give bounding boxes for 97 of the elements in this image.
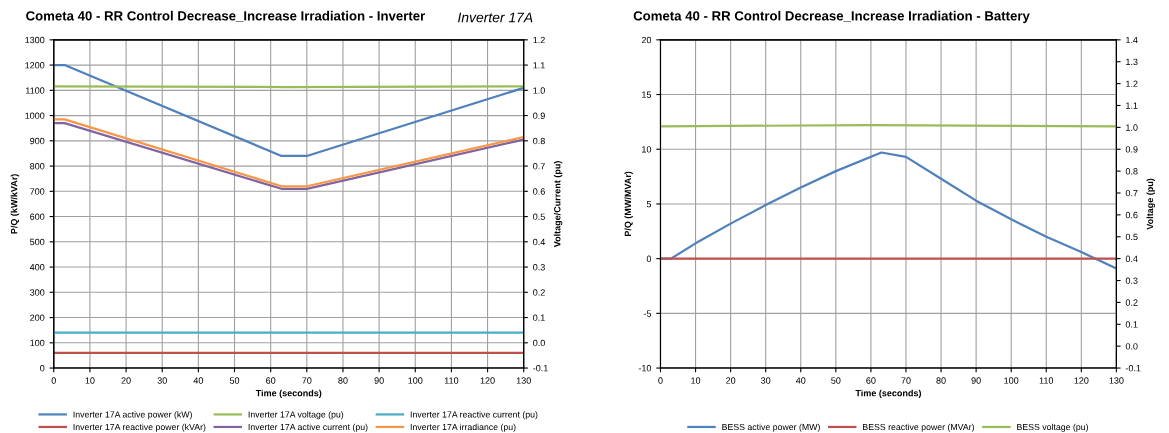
y2-axis-title: Voltage (pu) [1146, 178, 1155, 230]
y2-tick-label: 1.1 [1126, 102, 1138, 109]
y2-tick-label: 1.2 [1126, 80, 1138, 87]
y2-tick-label: 0.7 [533, 163, 545, 170]
y2-tick-label: 0.6 [533, 188, 545, 195]
x-tick-label: 40 [193, 377, 204, 384]
x-tick-label: 20 [121, 377, 131, 384]
chart-title: Cometa 40 - RR Control Decrease_Increase Irradiation - Inverter [26, 10, 426, 22]
x-tick-label: 130 [516, 377, 531, 384]
y2-tick-label: 0.1 [533, 314, 545, 321]
chart-title: Cometa 40 - RR Control Decrease_Increase Irradiation - Battery [633, 10, 1030, 24]
legend-label: Inverter 17A irradiance (pu) [410, 423, 516, 432]
x-tick-label: 30 [157, 377, 167, 384]
legend-label: Inverter 17A active current (pu) [248, 423, 368, 432]
y-tick-label: 200 [30, 314, 45, 321]
y-tick-label: 300 [30, 289, 45, 296]
y-tick-label: 15 [642, 91, 652, 98]
x-tick-label: 100 [408, 377, 423, 384]
y-tick-label: 20 [641, 36, 652, 44]
x-tick-label: 60 [266, 377, 276, 384]
x-tick-label: 100 [1004, 377, 1019, 384]
x-tick-label: 110 [444, 377, 459, 384]
y2-tick-label: 0.4 [1125, 255, 1138, 263]
x-axis-title: Time (seconds) [255, 389, 322, 399]
y-tick-label: 10 [642, 146, 652, 153]
legend-label: Inverter 17A active power (kW) [73, 411, 192, 420]
y2-tick-label: 0.9 [533, 112, 545, 119]
x-tick-label: 50 [229, 377, 240, 384]
y2-tick-label: 0.7 [1125, 189, 1138, 197]
y2-tick-label: 1.3 [1126, 58, 1138, 66]
y-tick-label: 100 [30, 339, 45, 347]
y-tick-label: -10 [638, 365, 652, 372]
y2-tick-label: 0.5 [1125, 233, 1138, 241]
text: Inverter 17A [458, 12, 533, 23]
legend-label: Inverter 17A reactive current (pu) [410, 411, 538, 420]
y2-tick-label: 0.3 [1125, 277, 1138, 284]
x-tick-label: 50 [831, 377, 841, 384]
y-tick-label: 900 [30, 137, 45, 145]
y-tick-label: -5 [643, 310, 652, 317]
y2-tick-label: 1.1 [533, 62, 545, 69]
y2-tick-label: 0.8 [533, 137, 545, 145]
x-tick-label: 70 [302, 377, 312, 384]
y2-tick-label: 0.1 [1125, 321, 1138, 328]
y2-tick-label: 0.9 [1125, 146, 1138, 153]
y2-tick-label: 0.0 [1125, 343, 1138, 350]
y2-tick-label: 0.6 [1125, 211, 1138, 219]
x-tick-label: 80 [936, 377, 946, 384]
y-tick-label: 0 [40, 365, 45, 372]
x-tick-label: 120 [480, 377, 495, 384]
y2-tick-label: 0.5 [533, 213, 545, 220]
legend-label: BESS voltage (pu) [1017, 423, 1088, 432]
x-tick-label: 10 [85, 377, 95, 384]
x-tick-label: 40 [795, 377, 806, 384]
x-tick-label: 120 [1074, 377, 1089, 384]
y2-tick-label: 0.0 [533, 339, 545, 347]
y2-tick-label: 0.3 [533, 264, 545, 271]
y-tick-label: 1300 [25, 36, 45, 44]
y2-tick-label: 0.2 [1125, 299, 1138, 306]
x-tick-label: 70 [901, 377, 911, 384]
y-tick-label: 700 [30, 188, 45, 195]
x-tick-label: 10 [691, 377, 701, 384]
legend-label: Inverter 17A reactive power (kVAr) [73, 423, 206, 432]
y-tick-label: 600 [30, 213, 45, 220]
x-tick-label: 90 [971, 377, 981, 384]
y2-tick-label: 1.0 [533, 87, 545, 94]
y-tick-label: 500 [30, 238, 45, 246]
y2-tick-label: 0.2 [533, 289, 545, 296]
y2-tick-label: -0.1 [1125, 365, 1141, 372]
x-tick-label: 60 [866, 377, 876, 384]
x-tick-label: 20 [726, 377, 736, 384]
y2-tick-label: 0.8 [1125, 168, 1138, 175]
legend-label: BESS reactive power (MVAr) [863, 423, 974, 432]
y2-axis-title: Voltage/Current (pu) [553, 161, 563, 248]
y2-tick-label: 1.4 [1126, 36, 1138, 44]
x-tick-label: 110 [1039, 377, 1054, 384]
y-tick-label: 1000 [25, 112, 45, 119]
x-tick-label: 0 [51, 377, 56, 384]
y2-tick-label: 1.0 [1126, 124, 1138, 131]
y-tick-label: 800 [30, 163, 45, 170]
legend-label: BESS active power (MW) [722, 423, 820, 432]
x-tick-label: 30 [761, 377, 771, 384]
y2-tick-label: -0.1 [533, 365, 548, 372]
x-tick-label: 80 [338, 377, 348, 384]
legend-label: Inverter 17A voltage (pu) [248, 411, 344, 420]
y2-tick-label: 1.2 [533, 36, 545, 44]
y-tick-label: 1200 [25, 62, 45, 69]
x-tick-label: 90 [374, 377, 384, 384]
y-tick-label: 5 [646, 201, 652, 208]
x-tick-label: 130 [1109, 377, 1124, 384]
y-tick-label: 1100 [26, 87, 45, 94]
y-tick-label: 400 [29, 264, 45, 271]
y2-tick-label: 0.4 [533, 238, 546, 246]
y-axis-title: P/Q (MW/MVAr) [624, 171, 633, 237]
y-axis-title: P/Q (kW/kVAr) [10, 174, 20, 234]
x-axis-title: Time (seconds) [855, 389, 922, 399]
y-tick-label: 0 [646, 255, 652, 263]
x-tick-label: 0 [658, 377, 663, 384]
